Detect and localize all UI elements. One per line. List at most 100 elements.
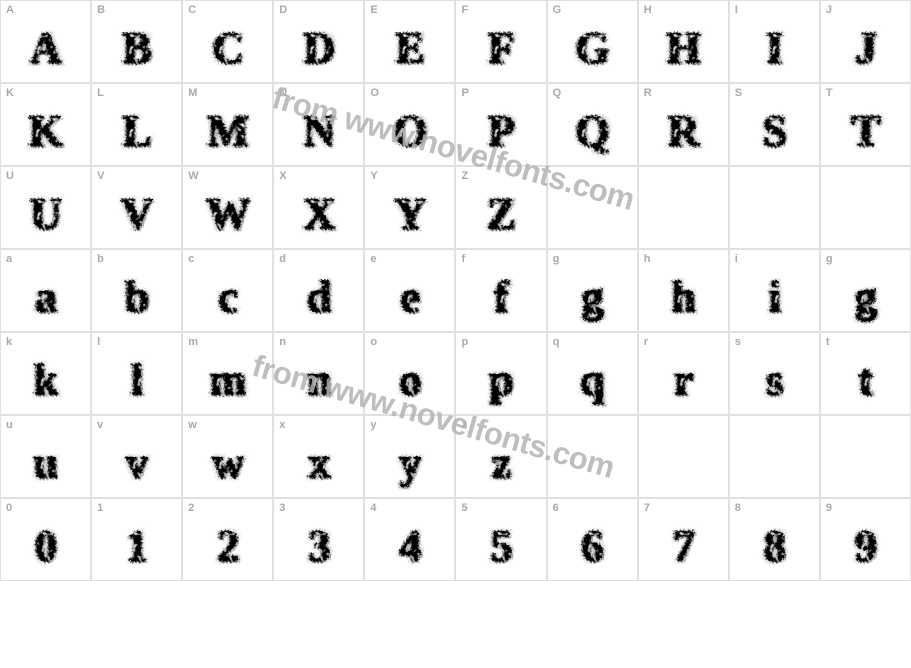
glyph-char: H xyxy=(667,22,700,73)
glyph-cell: WW xyxy=(182,166,273,249)
glyph-cell: aa xyxy=(0,249,91,332)
glyph-char: E xyxy=(396,22,424,73)
glyph-cell: 44 xyxy=(364,498,455,581)
glyph-label: 7 xyxy=(644,502,650,514)
glyph-cell: ee xyxy=(364,249,455,332)
glyph-label: g xyxy=(826,253,833,265)
glyph-cell: BB xyxy=(91,0,182,83)
glyph-cell: JJ xyxy=(820,0,911,83)
glyph-char: f xyxy=(494,271,508,322)
glyph-cell: rr xyxy=(638,332,729,415)
glyph-cell xyxy=(820,415,911,498)
glyph-char: S xyxy=(763,105,786,156)
glyph-cell: dd xyxy=(273,249,364,332)
glyph-label: f xyxy=(461,253,465,265)
glyph-cell: PP xyxy=(455,83,546,166)
glyph-cell: 11 xyxy=(91,498,182,581)
glyph-label: c xyxy=(188,253,194,265)
glyph-char: W xyxy=(206,188,249,239)
glyph-char: Y xyxy=(395,188,426,239)
glyph-label: 6 xyxy=(553,502,559,514)
glyph-cell: MM xyxy=(182,83,273,166)
glyph-char: L xyxy=(122,105,150,156)
glyph-cell: xx xyxy=(273,415,364,498)
glyph-label: e xyxy=(370,253,376,265)
glyph-cell: FF xyxy=(455,0,546,83)
glyph-cell xyxy=(638,166,729,249)
glyph-char: l xyxy=(131,354,142,405)
glyph-cell: yy xyxy=(364,415,455,498)
glyph-label: s xyxy=(735,336,741,348)
glyph-cell: oo xyxy=(364,332,455,415)
glyph-cell: bb xyxy=(91,249,182,332)
glyph-cell: ff xyxy=(455,249,546,332)
glyph-cell: XX xyxy=(273,166,364,249)
glyph-cell: gg xyxy=(820,249,911,332)
glyph-cell xyxy=(820,166,911,249)
glyph-label: o xyxy=(370,336,377,348)
glyph-cell: 88 xyxy=(729,498,820,581)
glyph-cell: mm xyxy=(182,332,273,415)
glyph-cell: ii xyxy=(729,249,820,332)
glyph-char: 8 xyxy=(764,520,785,571)
glyph-label: E xyxy=(370,4,377,16)
glyph-char: Z xyxy=(487,188,515,239)
glyph-cell: hh xyxy=(638,249,729,332)
glyph-label: b xyxy=(97,253,104,265)
glyph-char: s xyxy=(766,354,782,405)
glyph-cell: SS xyxy=(729,83,820,166)
glyph-label: 1 xyxy=(97,502,103,514)
glyph-char: p xyxy=(489,354,512,405)
glyph-label: N xyxy=(279,87,287,99)
glyph-cell: OO xyxy=(364,83,455,166)
glyph-char: G xyxy=(576,22,609,73)
glyph-cell: tt xyxy=(820,332,911,415)
glyph-cell: nn xyxy=(273,332,364,415)
glyph-cell: EE xyxy=(364,0,455,83)
glyph-label: x xyxy=(279,419,285,431)
glyph-label: 0 xyxy=(6,502,12,514)
glyph-cell: AA xyxy=(0,0,91,83)
glyph-char: n xyxy=(307,354,330,405)
glyph-cell: DD xyxy=(273,0,364,83)
glyph-char: T xyxy=(851,105,879,156)
glyph-char: R xyxy=(668,105,699,156)
glyph-label: S xyxy=(735,87,742,99)
glyph-label: K xyxy=(6,87,14,99)
glyph-char: d xyxy=(307,271,330,322)
glyph-char: 0 xyxy=(35,520,56,571)
glyph-label: X xyxy=(279,170,286,182)
glyph-cell: QQ xyxy=(547,83,638,166)
glyph-char: 2 xyxy=(217,520,238,571)
glyph-label: g xyxy=(553,253,560,265)
glyph-label: 2 xyxy=(188,502,194,514)
glyph-grid: AABBCCDDEEFFGGHHIIJJKKLLMMNNOOPPQQRRSSTT… xyxy=(0,0,911,581)
glyph-cell: RR xyxy=(638,83,729,166)
glyph-label: z xyxy=(461,419,467,431)
glyph-char: c xyxy=(218,271,237,322)
glyph-cell xyxy=(729,415,820,498)
glyph-cell: ww xyxy=(182,415,273,498)
glyph-char: 6 xyxy=(582,520,603,571)
glyph-cell xyxy=(547,166,638,249)
glyph-char: F xyxy=(488,22,514,73)
glyph-cell: 00 xyxy=(0,498,91,581)
glyph-char: z xyxy=(492,437,511,488)
glyph-label: L xyxy=(97,87,104,99)
glyph-char: v xyxy=(126,437,147,488)
glyph-label: 8 xyxy=(735,502,741,514)
glyph-char: y xyxy=(399,437,420,488)
glyph-label: Q xyxy=(553,87,562,99)
glyph-char: D xyxy=(303,22,334,73)
glyph-label: p xyxy=(461,336,468,348)
glyph-label: Z xyxy=(461,170,468,182)
glyph-label: I xyxy=(735,4,738,16)
glyph-label: A xyxy=(6,4,14,16)
glyph-cell xyxy=(638,415,729,498)
glyph-char: I xyxy=(766,22,782,73)
glyph-cell: UU xyxy=(0,166,91,249)
glyph-label: w xyxy=(188,419,197,431)
glyph-cell: 55 xyxy=(455,498,546,581)
glyph-label: i xyxy=(735,253,738,265)
glyph-label: u xyxy=(6,419,13,431)
